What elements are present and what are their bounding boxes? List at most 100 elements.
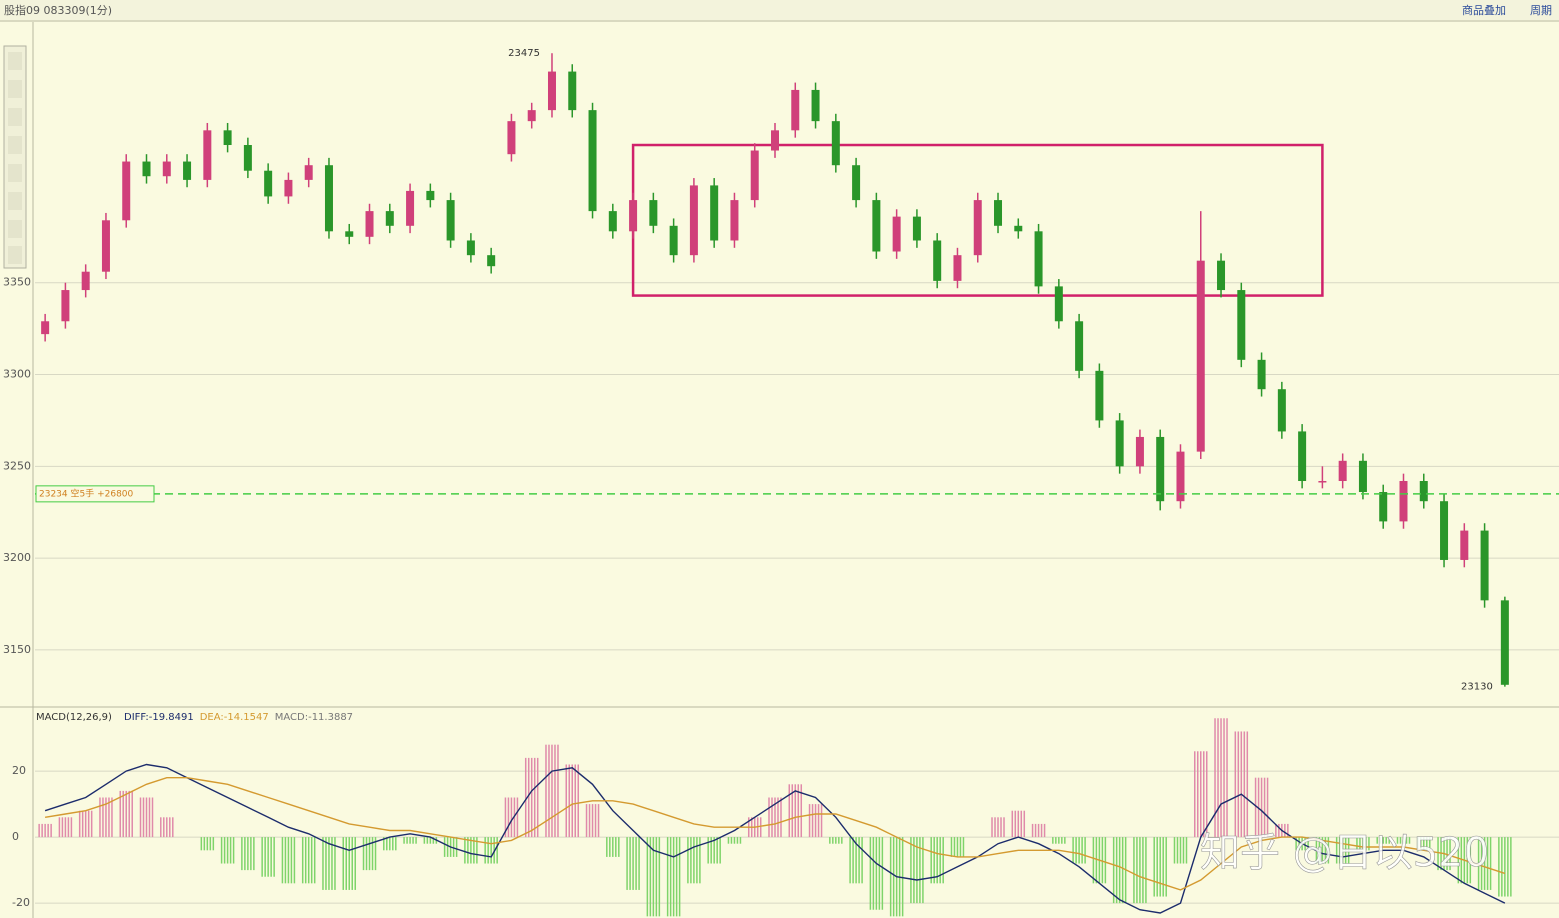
watermark: 知乎 @日以520 xyxy=(1200,830,1489,876)
candle-body xyxy=(1257,359,1266,390)
y-tick-label: 0 xyxy=(12,830,19,843)
candle-body xyxy=(223,130,232,146)
candle-body xyxy=(852,165,861,201)
candle-body xyxy=(710,185,719,241)
candle-body xyxy=(1115,420,1124,467)
macd-line xyxy=(44,763,1506,914)
title-bar xyxy=(0,0,1559,20)
candle-body xyxy=(1217,260,1226,291)
tool-button[interactable] xyxy=(8,246,22,264)
candle-body xyxy=(1237,290,1246,360)
candle-body xyxy=(1379,492,1388,522)
legend-entry: MACD:-11.3887 xyxy=(275,712,353,723)
y-tick-label: 3300 xyxy=(3,368,31,381)
candle-body xyxy=(1298,431,1307,482)
candle-body xyxy=(953,255,962,281)
candle-body xyxy=(101,220,110,272)
candle-body xyxy=(892,216,901,252)
legend-entry: DEA:-14.1547 xyxy=(200,712,269,723)
candle-body xyxy=(1500,600,1509,685)
candle-body xyxy=(1014,225,1023,232)
candle-body xyxy=(1399,481,1408,522)
candle-body xyxy=(771,130,779,151)
candle-body xyxy=(203,130,212,180)
high-label: 23475 xyxy=(508,48,540,59)
candle-body xyxy=(811,89,820,122)
candle-body xyxy=(588,110,597,212)
candle-body xyxy=(1075,321,1084,371)
candle-body xyxy=(669,225,678,256)
candle-body xyxy=(1196,260,1205,452)
candle-body xyxy=(1440,501,1449,560)
candle-body xyxy=(973,200,982,256)
candle-body xyxy=(284,179,293,197)
side-toolbar xyxy=(3,45,27,269)
candle-body xyxy=(730,200,739,241)
candle-body xyxy=(1419,481,1428,502)
low-label: 23130 xyxy=(1461,682,1493,693)
candle-body xyxy=(1480,530,1489,601)
candle-body xyxy=(1460,530,1469,560)
candle-body xyxy=(61,290,70,322)
candle-body xyxy=(1318,481,1327,483)
candle-body xyxy=(365,211,374,237)
candle-body xyxy=(487,255,496,267)
candle-body xyxy=(872,200,881,252)
candle-body xyxy=(122,161,131,221)
candle-body xyxy=(1135,436,1144,467)
candle-body xyxy=(649,200,658,226)
candle-body xyxy=(689,185,698,256)
candle-body xyxy=(264,170,273,197)
candle-body xyxy=(183,161,192,180)
candle-body xyxy=(1095,370,1104,421)
y-tick-label: 3250 xyxy=(3,459,31,472)
y-tick-label: 3150 xyxy=(3,643,31,656)
tool-button[interactable] xyxy=(8,80,22,98)
indicator-title: MACD(12,26,9) xyxy=(36,712,112,723)
candle-body xyxy=(791,89,800,131)
y-tick-label: 3350 xyxy=(3,276,31,289)
candle-body xyxy=(629,200,638,232)
candle-body xyxy=(345,231,354,237)
toolbar-button[interactable]: 周期 xyxy=(1530,4,1552,17)
candle-body xyxy=(1156,436,1165,502)
candle-body xyxy=(933,240,942,281)
candle-body xyxy=(426,190,435,201)
tool-button[interactable] xyxy=(8,220,22,238)
tool-button[interactable] xyxy=(8,52,22,70)
y-tick-label: -20 xyxy=(12,896,30,909)
chart-title: 股指09 083309(1分) xyxy=(4,3,112,17)
tool-button[interactable] xyxy=(8,164,22,182)
candle-body xyxy=(912,216,921,241)
candle-body xyxy=(1277,389,1286,432)
candle-body xyxy=(466,240,475,256)
candle-body xyxy=(1176,451,1185,502)
candle-body xyxy=(547,71,556,111)
candle-body xyxy=(507,121,516,155)
candle-body xyxy=(406,190,415,226)
toolbar-panel xyxy=(3,45,27,269)
y-tick-label: 3200 xyxy=(3,551,31,564)
tool-button[interactable] xyxy=(8,192,22,210)
candle-body xyxy=(243,145,252,171)
candle-body xyxy=(446,200,455,241)
candle-body xyxy=(831,121,840,166)
macd-line xyxy=(44,777,1506,891)
candle-body xyxy=(608,211,617,232)
candle-body xyxy=(568,71,577,111)
candle-body xyxy=(750,150,759,201)
candle-body xyxy=(162,161,171,177)
tool-button[interactable] xyxy=(8,136,22,154)
y-tick-label: 20 xyxy=(12,764,26,777)
candle-body xyxy=(81,271,90,291)
tool-button[interactable] xyxy=(8,108,22,126)
candle-body xyxy=(994,200,1003,226)
candle-body xyxy=(527,110,536,122)
candle-body xyxy=(142,161,151,177)
reference-label: 23234 空5手 +26800 xyxy=(39,487,134,499)
toolbar-button[interactable]: 商品叠加 xyxy=(1462,3,1506,17)
candle-body xyxy=(324,165,333,232)
